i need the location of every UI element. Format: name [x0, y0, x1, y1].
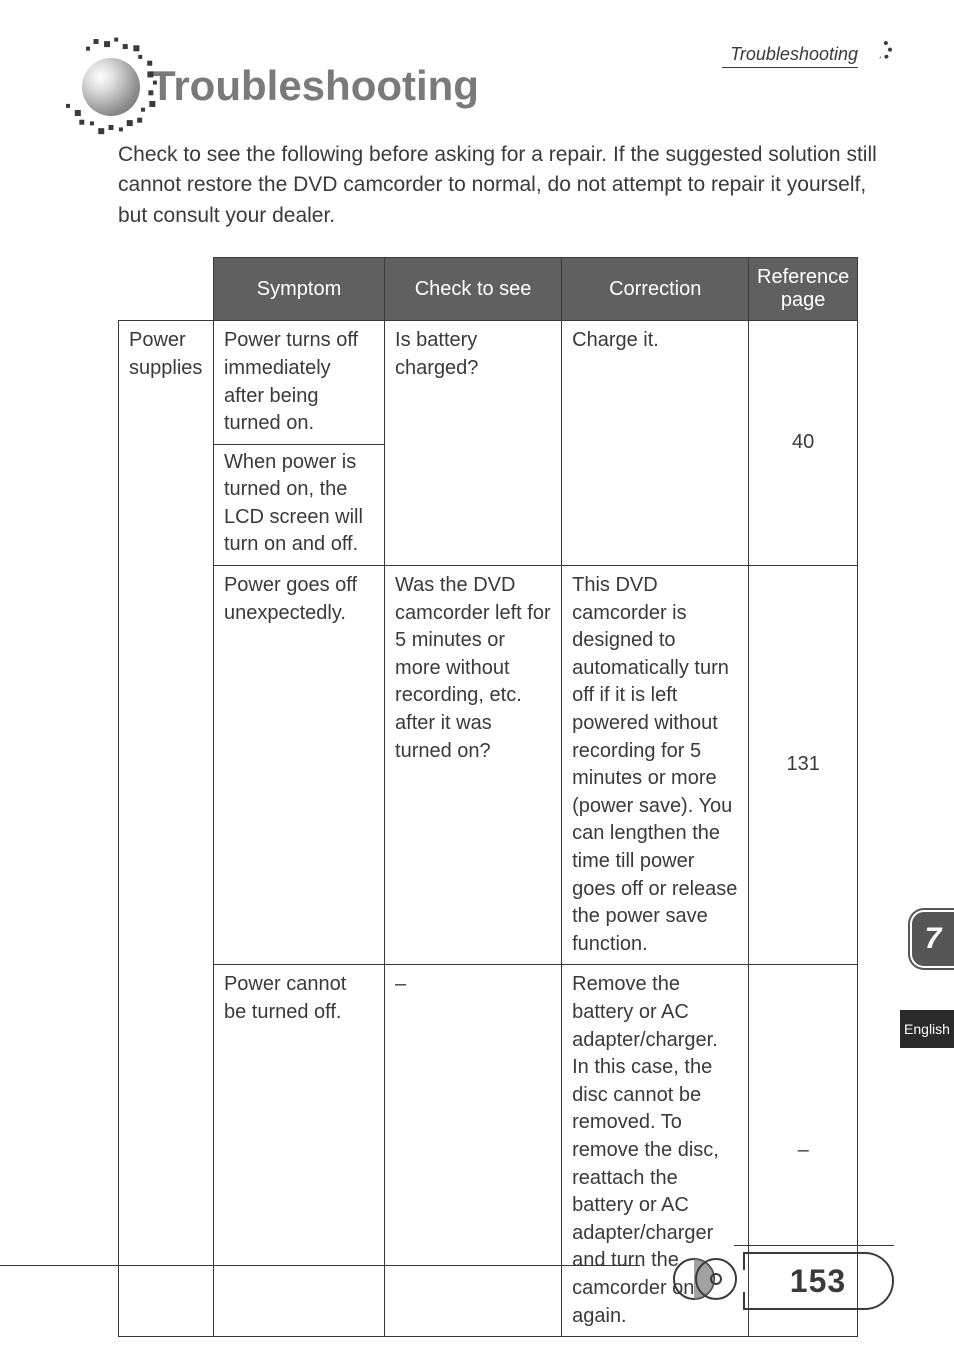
burst-icon: (function(){ var b=document.currentScrip…: [60, 36, 160, 136]
table-header-row: Symptom Check to see Correction Referenc…: [119, 258, 858, 321]
th-check: Check to see: [385, 258, 562, 321]
troubleshooting-table: Symptom Check to see Correction Referenc…: [118, 257, 858, 1337]
footer-rule-short: [734, 1245, 894, 1246]
sun-icon: [866, 34, 900, 68]
page-container: Troubleshooting (function(){ var b=docum…: [0, 0, 954, 1352]
check-cell: –: [385, 965, 562, 1337]
symptom-part-b: When power is turned on, the LCD screen …: [214, 449, 384, 565]
page-number-box: 153: [744, 1252, 894, 1310]
th-blank: [119, 258, 214, 321]
table-row: Power supplies Power turns off immediate…: [119, 321, 858, 566]
th-ref: Reference page: [749, 258, 858, 321]
page-number: 153: [790, 1263, 846, 1300]
section-label: Troubleshooting: [722, 44, 858, 68]
category-cell: Power supplies: [119, 321, 214, 1337]
page-title: Troubleshooting: [150, 62, 479, 110]
check-cell: Is battery charged?: [385, 321, 562, 566]
intro-paragraph: Check to see the following before asking…: [118, 140, 904, 231]
running-header: Troubleshooting: [722, 34, 900, 68]
symptom-cell: Power goes off unexpectedly.: [213, 566, 384, 965]
check-cell: Was the DVD camcorder left for 5 minutes…: [385, 566, 562, 965]
footer-rule: [0, 1265, 640, 1266]
th-symptom: Symptom: [213, 258, 384, 321]
chapter-number: 7: [925, 922, 942, 956]
symptom-part-a: Power turns off immediately after being …: [214, 321, 384, 444]
language-tab: English: [900, 1010, 954, 1048]
disc-icon: [670, 1254, 740, 1304]
symptom-cell: Power cannot be turned off.: [213, 965, 384, 1337]
symptom-cell: Power turns off immediately after being …: [213, 321, 384, 566]
ref-cell: 40: [749, 321, 858, 566]
table-row: Power goes off unexpectedly. Was the DVD…: [119, 566, 858, 965]
correction-cell: Charge it.: [562, 321, 749, 566]
language-label: English: [904, 1021, 950, 1037]
ref-cell: 131: [749, 566, 858, 965]
th-correction: Correction: [562, 258, 749, 321]
chapter-tab: 7: [910, 910, 954, 968]
correction-cell: This DVD camcorder is designed to automa…: [562, 566, 749, 965]
